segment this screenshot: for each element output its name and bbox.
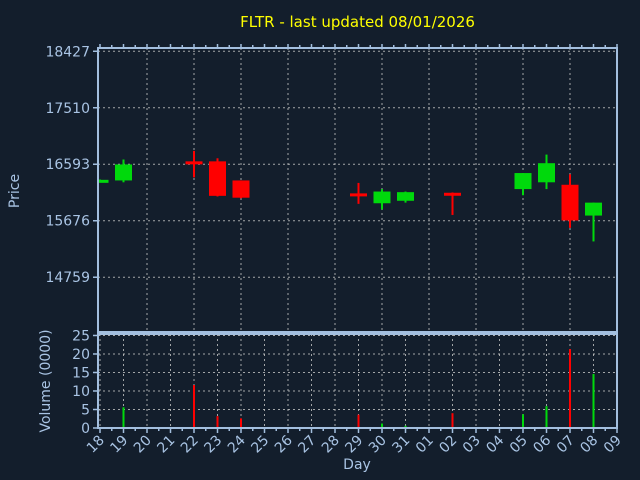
candle-body-23 [209,161,226,196]
x-tick-label: 01 [413,433,437,457]
x-tick-label: 27 [295,433,319,457]
candle-body-24 [232,180,250,198]
candle-body-30 [373,191,391,204]
volume-bar-06 [545,406,548,428]
candle-body-22 [185,161,203,165]
candle-body-07 [561,184,579,221]
volume-bar-31 [404,425,407,428]
volume-bar-07 [569,349,571,428]
x-tick-label: 02 [436,433,460,457]
x-tick-label: 24 [225,432,249,456]
x-axis-label: Day [343,457,371,473]
x-tick-label: 07 [554,433,578,457]
volume-bar-22 [193,385,195,428]
volume-bar-02 [451,413,454,428]
x-tick-label: 22 [178,433,202,457]
x-tick-label: 28 [319,433,343,457]
x-tick-label: 26 [272,432,296,456]
candle-body-31 [397,192,414,201]
x-tick-label: 04 [483,432,507,456]
volume-bar-29 [357,414,360,428]
volume-y-tick-label: 10 [72,384,90,400]
price-y-tick-label: 14759 [45,270,90,286]
volume-y-tick-label: 0 [81,421,90,437]
x-tick-label: 31 [389,433,413,457]
candle-body-02 [444,192,461,196]
x-tick-label: 29 [342,433,366,457]
price-y-tick-label: 16593 [45,157,90,173]
price-panel-border [97,47,618,333]
volume-panel-border [97,333,618,429]
volume-axis-label: Volume (0000) [38,329,54,433]
volume-y-tick-label: 25 [72,328,90,344]
candle-body-08 [585,202,602,216]
volume-y-tick-label: 15 [72,365,90,381]
x-tick-label: 25 [248,433,272,457]
volume-bar-05 [522,414,524,428]
candles-group [98,150,602,242]
volume-bar-19 [122,407,125,428]
x-tick-label: 21 [154,433,178,457]
price-y-tick-label: 17510 [45,101,90,117]
candle-body-05 [514,173,532,190]
candle-body-18 [98,179,109,183]
x-tick-label: 05 [507,433,531,457]
price-y-tick-label: 15676 [45,214,90,230]
x-tick-label: 20 [131,433,155,457]
x-tick-label: 30 [366,433,390,457]
chart-title: FLTR - last updated 08/01/2026 [240,13,475,31]
volume-y-tick-label: 5 [81,402,90,418]
x-tick-label: 06 [530,432,554,456]
candle-body-29 [350,193,367,197]
volume-bar-30 [381,423,383,428]
price-axis-label: Price [7,173,23,209]
candle-body-19 [115,164,132,181]
x-tick-label: 09 [601,433,625,457]
x-tick-label: 03 [460,433,484,457]
x-tick-label: 19 [107,433,131,457]
volume-bar-24 [240,418,242,428]
x-tick-label: 08 [577,433,601,457]
price-y-tick-label: 18427 [45,44,90,60]
volume-bar-23 [216,416,219,428]
x-tick-label: 23 [201,433,225,457]
volume-y-tick-label: 20 [72,347,90,363]
candle-body-06 [538,163,555,183]
volume-bar-08 [592,373,595,428]
